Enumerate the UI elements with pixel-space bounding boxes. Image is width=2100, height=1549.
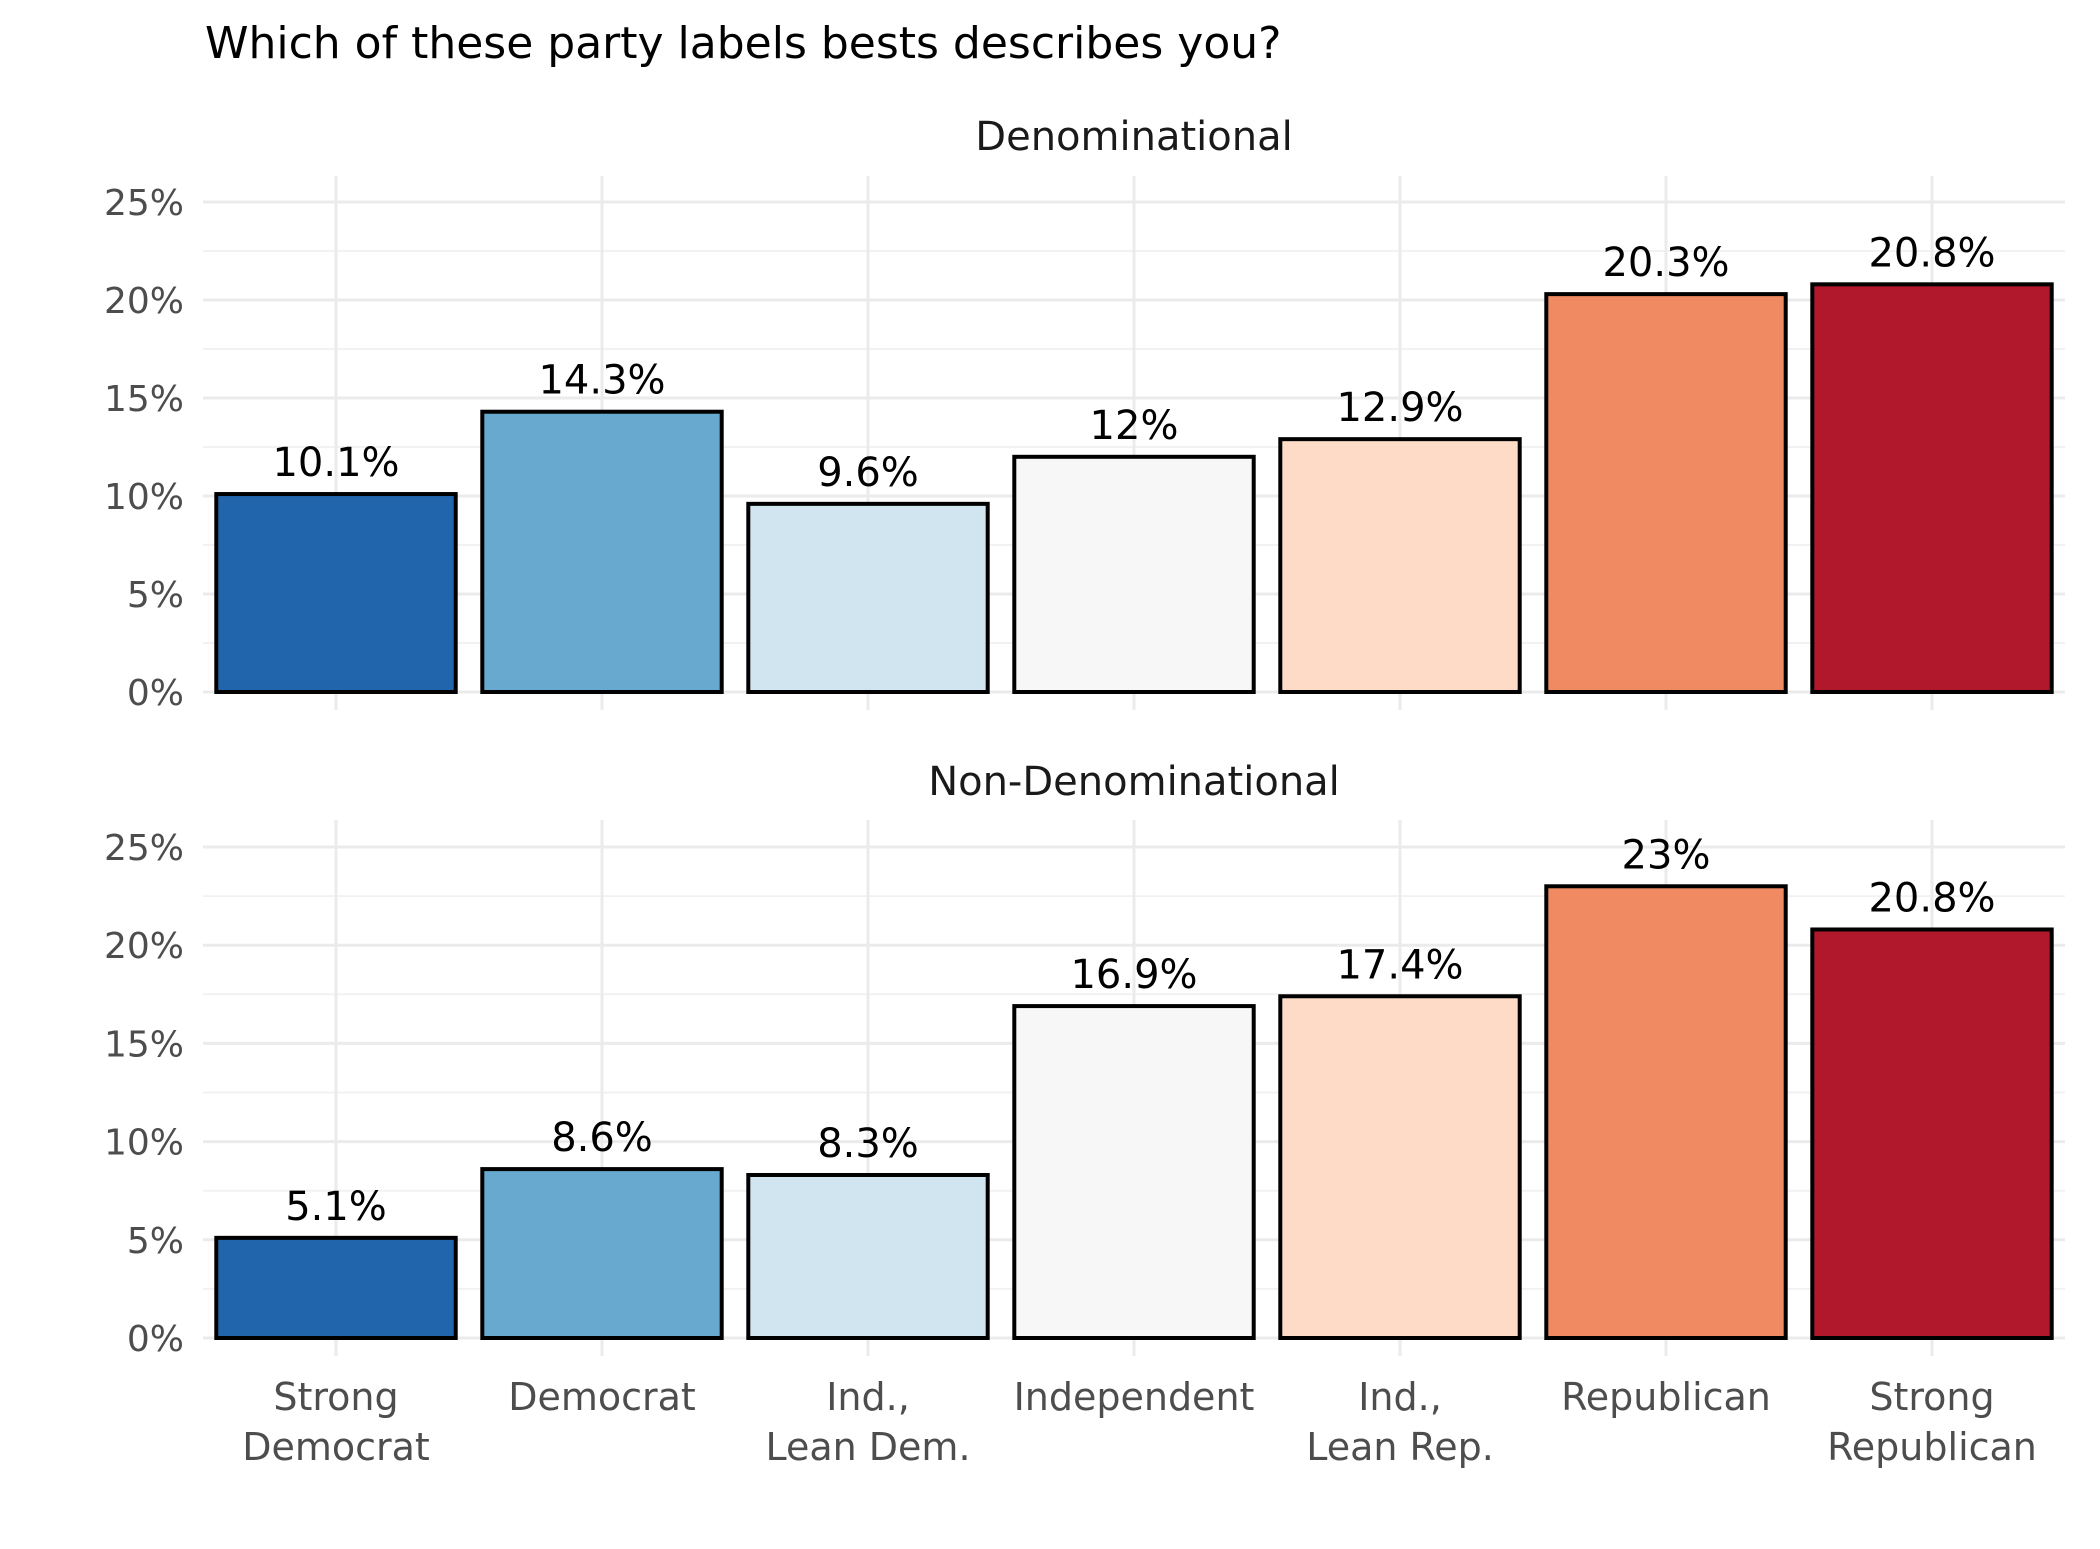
bar	[1810, 282, 2054, 694]
x-tick-line: Lean Rep.	[1306, 1425, 1494, 1469]
data-label: 20.8%	[1868, 875, 1995, 921]
x-tick-label: Strong Republican	[1827, 1375, 2037, 1469]
facet-label: Denominational	[975, 114, 1292, 160]
x-tick-line: Ind.,	[1358, 1375, 1442, 1419]
bar	[1012, 454, 1256, 694]
data-label: 8.6%	[551, 1115, 653, 1161]
x-tick-label: Independent	[1014, 1375, 1255, 1419]
bar	[214, 492, 458, 695]
bar	[214, 1235, 458, 1341]
y-tick-label: 0%	[127, 1319, 184, 1360]
bar	[1544, 292, 1788, 694]
x-tick-label: Republican	[1561, 1375, 1771, 1419]
bar	[1278, 437, 1522, 694]
x-tick-label: Democrat	[508, 1375, 696, 1419]
chart-title: Which of these party labels bests descri…	[205, 18, 1281, 69]
bar	[480, 409, 724, 694]
y-tick-label: 10%	[104, 477, 184, 518]
x-tick-line: Republican	[1827, 1425, 2037, 1469]
data-label: 17.4%	[1336, 942, 1463, 988]
y-tick-label: 0%	[127, 673, 184, 714]
data-label: 20.3%	[1602, 240, 1729, 286]
x-tick-line: Democrat	[242, 1425, 430, 1469]
data-label: 14.3%	[538, 358, 665, 404]
bar	[1012, 1004, 1256, 1340]
y-tick-label: 15%	[104, 379, 184, 420]
y-tick-label: 10%	[104, 1123, 184, 1164]
data-label: 12.9%	[1336, 385, 1463, 431]
facet-panel: Non-Denominational 0% 5% 10% 15% 20% 25% 5.1% 8.…	[104, 759, 2065, 1360]
x-tick-line: Independent	[1014, 1375, 1255, 1419]
data-label: 20.8%	[1868, 230, 1995, 276]
data-label: 23%	[1622, 832, 1711, 878]
y-tick-label: 25%	[104, 828, 184, 869]
x-tick-label: Ind., Lean Dem.	[765, 1375, 970, 1469]
bar	[746, 501, 990, 694]
data-label: 10.1%	[272, 440, 399, 486]
bar	[480, 1167, 724, 1340]
bar	[1810, 927, 2054, 1340]
x-tick-line: Strong	[273, 1375, 398, 1419]
bar	[1544, 884, 1788, 1341]
y-tick-label: 5%	[127, 575, 184, 616]
data-label: 9.6%	[817, 450, 919, 496]
x-tick-line: Lean Dem.	[765, 1425, 970, 1469]
x-tick-label: Ind., Lean Rep.	[1306, 1375, 1494, 1469]
data-label: 5.1%	[285, 1184, 387, 1230]
data-label: 8.3%	[817, 1121, 919, 1167]
x-tick-line: Republican	[1561, 1375, 1771, 1419]
x-tick-line: Democrat	[508, 1375, 696, 1419]
y-tick-label: 15%	[104, 1024, 184, 1065]
y-tick-label: 25%	[104, 183, 184, 224]
y-tick-label: 20%	[104, 926, 184, 967]
x-tick-line: Ind.,	[826, 1375, 910, 1419]
facet-panel: Denominational 0% 5% 10% 15% 20% 25% 10.1% 14.3%…	[104, 114, 2065, 714]
y-tick-label: 5%	[127, 1221, 184, 1262]
bar	[746, 1172, 990, 1341]
x-tick-line: Strong	[1869, 1375, 1994, 1419]
x-axis: Strong Democrat Democrat Ind., Lean Dem. Inde…	[242, 1375, 2037, 1469]
y-tick-label: 20%	[104, 281, 184, 322]
x-tick-label: Strong Democrat	[242, 1375, 430, 1469]
data-label: 12%	[1090, 403, 1179, 449]
bar	[1278, 994, 1522, 1340]
data-label: 16.9%	[1070, 952, 1197, 998]
facet-label: Non-Denominational	[928, 759, 1340, 805]
facets: Denominational 0% 5% 10% 15% 20% 25% 10.1% 14.3%…	[104, 114, 2065, 1360]
